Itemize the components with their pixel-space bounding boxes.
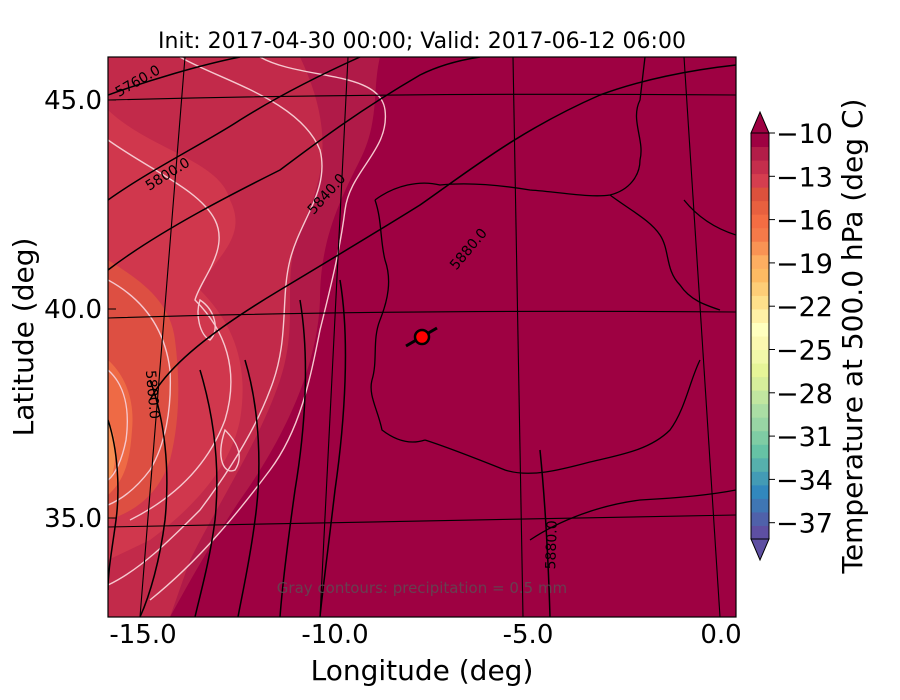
colorbar-band (751, 417, 769, 432)
colorbar-tick-label: −25 (776, 336, 833, 367)
colorbar-band (751, 146, 769, 161)
colorbar-band (751, 227, 769, 242)
colorbar-band (751, 241, 769, 256)
colorbar-band (751, 254, 769, 269)
colorbar-tick-label: −10 (776, 119, 833, 150)
colorbar-band (751, 484, 769, 499)
colorbar-band (751, 133, 769, 148)
colorbar-band (751, 376, 769, 391)
x-axis-label: Longitude (deg) (311, 654, 534, 687)
precip-footnote: Gray contours: precipitation = 0.5 mm (277, 579, 567, 597)
colorbar-band (751, 511, 769, 526)
x-tick-label: -15.0 (109, 620, 176, 650)
colorbar-band (751, 173, 769, 188)
colorbar-band (751, 281, 769, 296)
colorbar-band (751, 322, 769, 337)
colorbar-band (751, 403, 769, 418)
colorbar-tick-label: −13 (776, 162, 833, 193)
location-marker (405, 326, 438, 348)
light-contours (108, 57, 387, 601)
colorbar-band (751, 214, 769, 229)
height-contours (108, 57, 736, 617)
colorbar-tick-label: −37 (776, 509, 833, 540)
colorbar-max-extension (750, 110, 770, 134)
colorbar-band (751, 498, 769, 513)
colorbar: −10 −13 −16 −19 −22 −25 −28 −31 −34 −37 Temperatu… (750, 99, 869, 575)
coastline-iberia (370, 57, 736, 541)
colorbar-band (751, 336, 769, 351)
colorbar-tick-label: −19 (776, 249, 833, 280)
y-axis: 45.0 40.0 35.0 Latitude (deg) (7, 86, 116, 534)
colorbar-band (751, 444, 769, 459)
colorbar-band (751, 295, 769, 310)
colorbar-tick-label: −31 (776, 422, 833, 453)
colorbar-frame (750, 132, 770, 540)
colorbar-band (751, 430, 769, 445)
colorbar-band (751, 457, 769, 472)
marker-dot (413, 328, 431, 346)
colorbar-tick-label: −28 (776, 379, 833, 410)
x-tick-label: -10.0 (301, 620, 368, 650)
colorbar-band (751, 200, 769, 215)
colorbar-band (751, 160, 769, 175)
colorbar-label: Temperature at 500.0 hPa (deg C) (836, 99, 869, 575)
x-tick-label: 0.0 (700, 620, 741, 650)
colorbar-band (751, 525, 769, 540)
contour-label: 5800.0 (142, 370, 162, 420)
contour-label: 5880.0 (543, 520, 561, 570)
colorbar-band (751, 471, 769, 486)
colorbar-ticks: −10 −13 −16 −19 −22 −25 −28 −31 −34 −37 (769, 119, 833, 540)
temperature-band-6 (108, 420, 116, 480)
colorbar-band (751, 349, 769, 364)
colorbar-band (751, 363, 769, 378)
x-tick-label: -5.0 (503, 620, 554, 650)
colorbar-bands (751, 133, 769, 540)
y-tick-label: 40.0 (44, 295, 102, 325)
colorbar-band (751, 187, 769, 202)
colorbar-tick-label: −34 (776, 465, 833, 496)
colorbar-tick-label: −22 (776, 292, 833, 323)
colorbar-band (751, 308, 769, 323)
x-axis: -15.0 -10.0 -5.0 0.0 Longitude (deg) (109, 620, 741, 687)
y-axis-label: Latitude (deg) (7, 238, 40, 437)
map-frame (107, 56, 737, 618)
colorbar-min-extension (750, 538, 770, 562)
colorbar-tick-label: −16 (776, 206, 833, 237)
y-tick-label: 35.0 (44, 504, 102, 534)
plot-title: Init: 2017-04-30 00:00; Valid: 2017-06-1… (158, 29, 686, 54)
colorbar-band (751, 390, 769, 405)
y-tick-label: 45.0 (44, 86, 102, 116)
map-panel: 5760.0 5800.0 5840.0 5880.0 5800.0 5880.… (107, 56, 737, 618)
colorbar-band (751, 268, 769, 283)
